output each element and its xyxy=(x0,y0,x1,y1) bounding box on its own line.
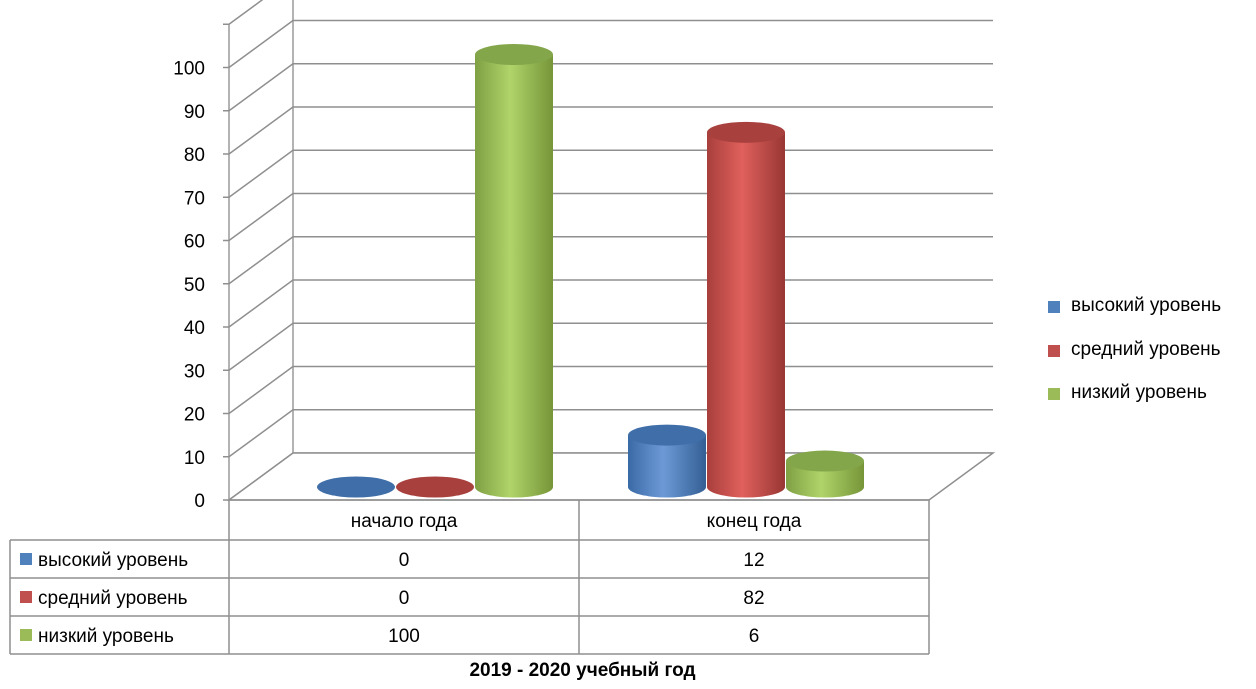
y-tick-label: 0 xyxy=(194,491,205,512)
bar-body xyxy=(475,54,553,498)
table-row-label: низкий уровень xyxy=(38,626,174,647)
y-tick-label: 20 xyxy=(184,405,205,426)
gridline xyxy=(228,106,993,155)
legend-swatch-high xyxy=(1048,301,1060,313)
bar-high-end xyxy=(628,424,706,498)
bar-top xyxy=(786,450,864,472)
table-value-cell: 12 xyxy=(743,550,764,571)
bar-low-end xyxy=(786,450,864,498)
y-tick-label: 10 xyxy=(184,448,205,469)
bar-top xyxy=(475,44,553,65)
table-value-cell: 100 xyxy=(388,626,420,647)
bar-medium-start xyxy=(396,476,474,498)
table-row-label: высокий уровень xyxy=(38,550,188,571)
bar-top xyxy=(317,476,395,498)
gridline xyxy=(228,149,993,198)
gridline xyxy=(228,279,993,328)
table-header-cell: конец года xyxy=(707,511,802,532)
y-tick-label: 80 xyxy=(184,145,205,166)
table-value-cell: 82 xyxy=(743,588,764,609)
bar-top xyxy=(628,424,706,446)
gridlines xyxy=(223,0,996,501)
y-tick-label: 70 xyxy=(184,188,205,209)
bar-low-start xyxy=(475,44,553,498)
bar-high-start xyxy=(317,476,395,498)
gridline xyxy=(228,236,993,285)
table-legend-key xyxy=(20,629,32,641)
bars xyxy=(317,44,864,498)
bar-top xyxy=(396,476,474,498)
table-value-cell: 0 xyxy=(399,588,410,609)
legend-label-medium: средний уровень xyxy=(1071,338,1221,360)
y-tick-label: 30 xyxy=(184,361,205,382)
legend-swatch-low xyxy=(1048,388,1060,400)
y-tick-label: 90 xyxy=(184,102,205,123)
y-axis-ticks: 0 10 20 30 40 50 60 70 80 90 100 xyxy=(173,59,205,513)
gridline xyxy=(228,63,993,112)
bar-body xyxy=(707,132,785,498)
gridline xyxy=(228,0,264,25)
table-value-cell: 0 xyxy=(399,550,410,571)
y-tick-label: 40 xyxy=(184,318,205,339)
table-row-label: средний уровень xyxy=(38,588,188,609)
table-header-cell: начало года xyxy=(351,511,458,532)
data-table: начало года конец года высокий уровень 0 12 с… xyxy=(9,499,930,655)
bar-top xyxy=(707,121,785,143)
legend-label-high: высокий уровень xyxy=(1071,295,1222,316)
gridline xyxy=(228,192,993,242)
gridline xyxy=(228,365,993,415)
bar-body xyxy=(628,435,706,498)
gridline xyxy=(228,19,993,69)
y-tick-label: 50 xyxy=(184,275,205,296)
x-axis-title: 2019 - 2020 учебный год xyxy=(469,660,696,681)
legend-swatch-medium xyxy=(1048,344,1060,357)
table-legend-key xyxy=(20,553,32,565)
gridline xyxy=(228,409,993,458)
table-value-cell: 6 xyxy=(749,626,760,647)
bar-body xyxy=(786,461,864,498)
table-legend-key xyxy=(20,591,32,603)
bar-medium-end xyxy=(707,121,785,498)
y-tick-label: 100 xyxy=(173,59,205,80)
y-tick-label: 60 xyxy=(184,232,205,253)
legend-label-low: низкий уровень xyxy=(1071,382,1207,403)
gridline xyxy=(228,322,993,371)
